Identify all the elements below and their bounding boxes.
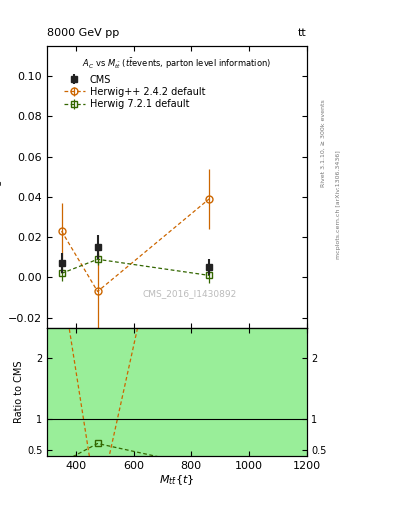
- Text: tt: tt: [298, 28, 307, 38]
- Legend: CMS, Herwig++ 2.4.2 default, Herwig 7.2.1 default: CMS, Herwig++ 2.4.2 default, Herwig 7.2.…: [60, 71, 209, 113]
- Y-axis label: Ratio to CMS: Ratio to CMS: [14, 360, 24, 423]
- Text: CMS_2016_I1430892: CMS_2016_I1430892: [143, 289, 237, 298]
- Y-axis label: $A_C$: $A_C$: [0, 178, 6, 196]
- Text: mcplots.cern.ch [arXiv:1306.3436]: mcplots.cern.ch [arXiv:1306.3436]: [336, 151, 341, 259]
- Bar: [47, 328, 307, 456]
- X-axis label: $M_{t\bar{t}}\{t\}$: $M_{t\bar{t}}\{t\}$: [159, 473, 195, 487]
- Text: $A_C$ vs $M_{t\bar{t}}$ ($t\bar{t}$events, parton level information): $A_C$ vs $M_{t\bar{t}}$ ($t\bar{t}$event…: [82, 56, 272, 71]
- Text: 8000 GeV pp: 8000 GeV pp: [47, 28, 119, 38]
- Text: Rivet 3.1.10, ≥ 300k events: Rivet 3.1.10, ≥ 300k events: [320, 99, 325, 187]
